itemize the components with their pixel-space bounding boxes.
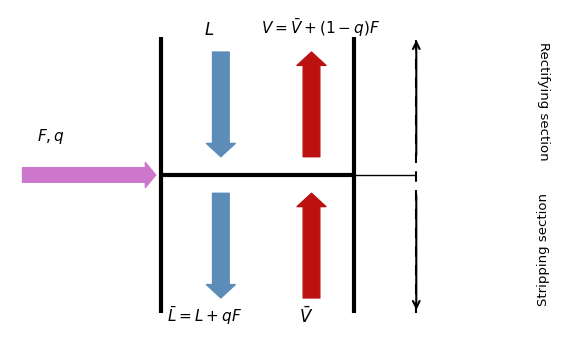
Text: $F, q$: $F, q$ [37,127,65,146]
Text: Rectifying section: Rectifying section [537,42,550,160]
Text: Stripping section: Stripping section [537,193,550,306]
Text: $\bar{L} = L + qF$: $\bar{L} = L + qF$ [167,304,242,327]
Text: $L$: $L$ [204,21,214,39]
Text: $V = \bar{V} + (1-q)F$: $V = \bar{V} + (1-q)F$ [260,17,380,39]
Text: $\bar{V}$: $\bar{V}$ [299,306,313,327]
